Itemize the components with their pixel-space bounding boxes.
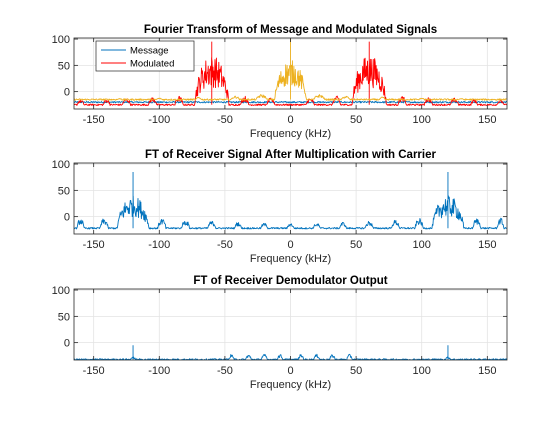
y-tick-label: 100 (52, 285, 70, 297)
x-tick-label: 150 (478, 114, 496, 126)
series-line-1 (74, 171, 507, 230)
legend-label: Message (130, 46, 169, 57)
x-tick-label: -50 (217, 365, 233, 377)
y-tick-label: 50 (58, 311, 70, 323)
x-axis-label: Frequency (kHz) (250, 253, 331, 265)
y-tick-label: 100 (52, 159, 70, 171)
x-tick-label: 150 (478, 365, 496, 377)
y-tick-label: 0 (64, 212, 70, 224)
x-tick-label: 0 (287, 114, 293, 126)
y-tick-label: 50 (58, 185, 70, 197)
chart-panel-3: -150 -100 -50 0 50 100 150 0 50 100 FT of Receiver… (52, 275, 508, 391)
legend: Message Modulated (95, 40, 195, 72)
x-tick-label: 100 (413, 365, 431, 377)
y-tick-label: 50 (58, 60, 70, 72)
x-axis-label: Frequency (kHz) (250, 379, 331, 391)
x-tick-label: 150 (478, 239, 496, 251)
x-tick-label: -150 (83, 365, 105, 377)
chart-title: FT of Receiver Demodulator Output (193, 275, 387, 287)
data-layer (74, 171, 507, 230)
x-tick-label: 50 (350, 114, 362, 126)
data-layer (74, 39, 507, 107)
chart-title: Fourier Transform of Message and Modulat… (144, 24, 437, 36)
x-axis-label: Frequency (kHz) (250, 128, 331, 140)
chart-panel-2: -150 -100 -50 0 50 100 150 0 50 100 FT of Receiver… (52, 149, 508, 265)
x-tick-label: -100 (148, 239, 170, 251)
x-tick-label: 0 (287, 239, 293, 251)
x-tick-label: 100 (413, 114, 431, 126)
x-tick-label: -100 (148, 365, 170, 377)
x-tick-label: 50 (350, 239, 362, 251)
series-line-2 (74, 41, 507, 107)
legend-box (95, 40, 195, 72)
x-tick-label: 50 (350, 365, 362, 377)
x-tick-label: 100 (413, 239, 431, 251)
y-tick-label: 0 (64, 87, 70, 99)
x-tick-label: -150 (83, 114, 105, 126)
legend-label: Modulated (130, 59, 174, 70)
chart-panel-1: -150 -100 -50 0 50 100 150 0 50 100 Fourier Transf… (52, 24, 508, 140)
x-tick-label: 0 (287, 365, 293, 377)
x-tick-label: -50 (217, 114, 233, 126)
series-line-3 (74, 39, 507, 101)
x-tick-label: -100 (148, 114, 170, 126)
y-tick-label: 0 (64, 338, 70, 350)
x-tick-label: -150 (83, 239, 105, 251)
x-tick-label: -50 (217, 239, 233, 251)
y-tick-label: 100 (52, 34, 70, 46)
chart-title: FT of Receiver Signal After Multiplicati… (145, 149, 436, 161)
series-line-1 (74, 100, 507, 104)
